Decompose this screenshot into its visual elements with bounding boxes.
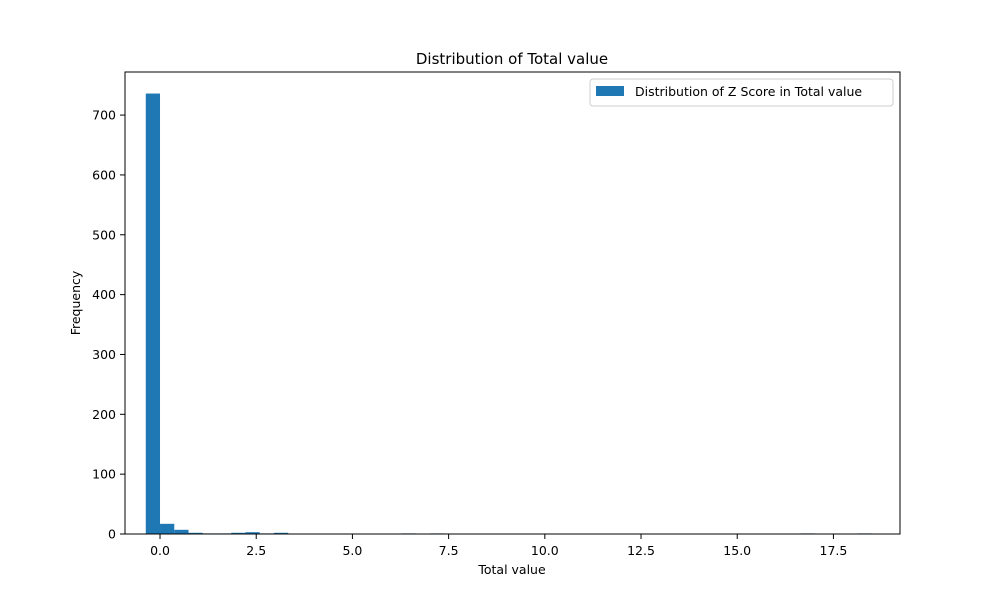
- histogram-bar: [188, 532, 203, 534]
- histogram-bar: [174, 529, 189, 534]
- histogram-bar: [273, 532, 289, 534]
- legend-box: [589, 78, 894, 107]
- histogram-bar: [245, 532, 260, 534]
- y-tick-label: 200: [92, 407, 116, 422]
- histogram-bar: [231, 532, 246, 534]
- legend-label: Distribution of Z Score in Total value: [635, 84, 862, 99]
- y-tick-label: 100: [92, 467, 116, 482]
- x-tick-label: 2.5: [246, 543, 266, 558]
- y-tick-label: 500: [92, 227, 116, 242]
- x-axis-label: Total value: [477, 562, 546, 577]
- x-tick-label: 7.5: [439, 543, 459, 558]
- y-tick-label: 400: [92, 287, 116, 302]
- x-tick-label: 5.0: [342, 543, 362, 558]
- x-axis: 0.0 2.5 5.0 7.5 10.0 12.5 15.0 17.5: [150, 534, 847, 558]
- x-tick-label: 17.5: [820, 543, 848, 558]
- bars-group: [145, 93, 872, 535]
- histogram-bar: [160, 523, 175, 534]
- legend-swatch: [596, 86, 624, 96]
- histogram-bar: [145, 93, 161, 535]
- x-tick-label: 10.0: [531, 543, 559, 558]
- chart-title: Distribution of Total value: [416, 50, 608, 68]
- y-axis-label: Frequency: [68, 270, 83, 335]
- x-tick-label: 0.0: [150, 543, 170, 558]
- y-tick-label: 600: [92, 167, 116, 182]
- x-tick-label: 12.5: [627, 543, 655, 558]
- y-axis: 0 100 200 300 400 500 600 700: [92, 108, 125, 542]
- y-tick-label: 700: [92, 108, 116, 123]
- plot-frame: [124, 71, 901, 535]
- x-tick-label: 15.0: [723, 543, 751, 558]
- legend: Distribution of Z Score in Total value: [589, 78, 894, 107]
- y-tick-label: 300: [92, 347, 116, 362]
- y-tick-label: 0: [108, 527, 116, 542]
